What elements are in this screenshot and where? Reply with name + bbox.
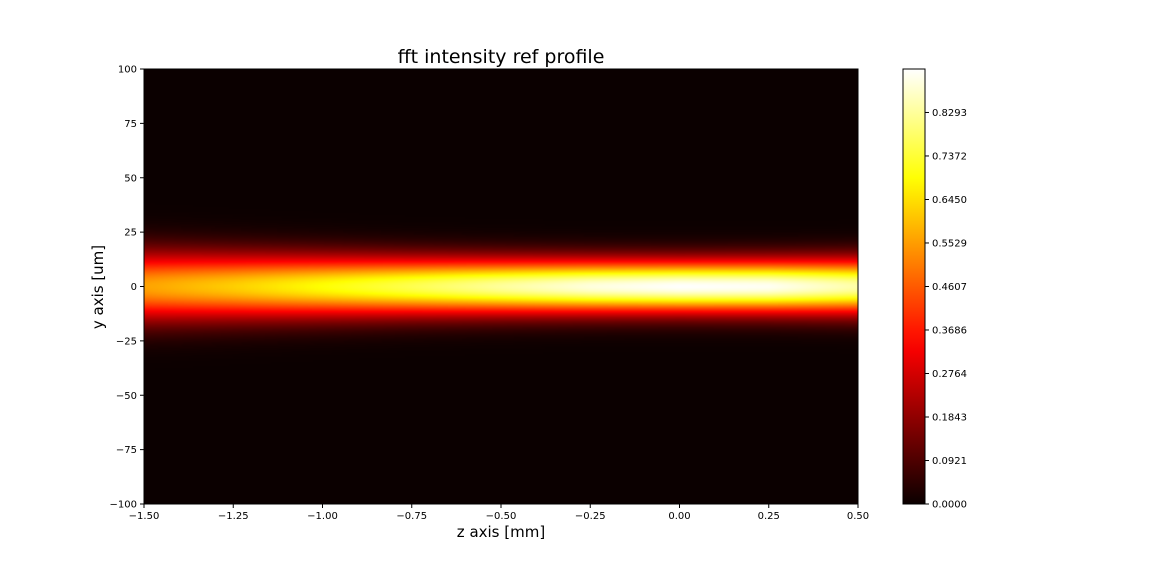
y-tick-label: 50 [124, 173, 137, 184]
y-tick-label: −50 [116, 391, 137, 402]
colorbar: 0.0000 0.0921 0.1843 0.2764 0.3686 0.4607 0.55… [902, 68, 967, 511]
x-tick-label: 0.00 [668, 511, 690, 522]
colorbar-tick-label: 0.5529 [932, 238, 967, 249]
y-tick-label: 0 [131, 282, 137, 293]
y-tick-label: 75 [124, 119, 137, 130]
y-tick-label: −100 [110, 500, 137, 511]
x-axis-label: z axis [mm] [457, 523, 545, 541]
heatmap-image [144, 69, 858, 504]
x-tick-label: 0.25 [758, 511, 780, 522]
colorbar-tick-label: 0.6450 [932, 195, 967, 206]
colorbar-tick-label: 0.8293 [932, 108, 967, 119]
y-tick-label: −75 [116, 445, 137, 456]
colorbar-tick-label: 0.3686 [932, 325, 967, 336]
x-tick-label: −0.25 [575, 511, 606, 522]
heatmap-plot-area [143, 68, 859, 505]
y-axis-ticks: 100 75 50 25 0 −25 −50 −75 −100 [110, 65, 144, 511]
colorbar-ticks: 0.0000 0.0921 0.1843 0.2764 0.3686 0.4607 0.55… [925, 108, 967, 511]
x-tick-label: −1.25 [218, 511, 249, 522]
x-tick-label: −1.00 [307, 511, 338, 522]
x-tick-label: −0.50 [486, 511, 517, 522]
colorbar-tick-label: 0.4607 [932, 282, 967, 293]
x-tick-label: 0.50 [847, 511, 869, 522]
colorbar-tick-label: 0.1843 [932, 412, 967, 423]
colorbar-tick-label: 0.0000 [932, 500, 967, 511]
colorbar-tick-label: 0.0921 [932, 456, 967, 467]
y-tick-label: −25 [116, 336, 137, 347]
colorbar-gradient [902, 68, 926, 505]
x-axis-ticks: −1.50 −1.25 −1.00 −0.75 −0.50 −0.25 0.00 0.25 0.… [129, 504, 869, 522]
y-tick-label: 25 [124, 228, 137, 239]
chart-title: fft intensity ref profile [398, 46, 605, 68]
colorbar-tick-label: 0.7372 [932, 151, 967, 162]
x-tick-label: −0.75 [396, 511, 427, 522]
colorbar-tick-label: 0.2764 [932, 369, 967, 380]
x-tick-label: −1.50 [129, 511, 160, 522]
y-tick-label: 100 [118, 65, 137, 76]
y-axis-label: y axis [um] [89, 245, 107, 329]
